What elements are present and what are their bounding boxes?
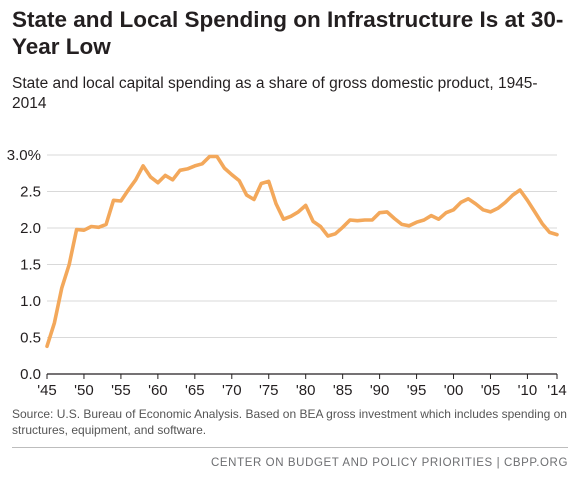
x-tick-label: '50 — [74, 382, 94, 399]
y-tick-label: 1.5 — [20, 257, 41, 274]
x-tick-label: '10 — [518, 382, 538, 399]
y-tick-label: 2.5 — [20, 184, 41, 201]
series-line — [45, 154, 559, 349]
gridlines — [47, 154, 557, 375]
line-chart: 0.0 0.5 1.0 1.5 2.0 2.5 3.0% '45 '50 '55 '60 '65 '7… — [7, 147, 567, 399]
y-tick-label: 1.0 — [20, 293, 41, 310]
x-tick-label: '05 — [481, 382, 501, 399]
x-tick-label: '65 — [185, 382, 205, 399]
source-note: Source: U.S. Bureau of Economic Analysis… — [12, 407, 567, 437]
series-layer — [45, 154, 559, 349]
x-tick-label: '80 — [296, 382, 316, 399]
y-tick-label: 0.0 — [20, 366, 41, 383]
y-tick-label: 3.0% — [7, 147, 41, 164]
x-tick-label: '14 — [547, 382, 567, 399]
footer-divider — [12, 447, 568, 448]
x-tick-label: '90 — [370, 382, 390, 399]
x-tick-label: '85 — [333, 382, 353, 399]
footer-credit: CENTER ON BUDGET AND POLICY PRIORITIES |… — [210, 457, 568, 469]
x-tick-label: '70 — [222, 382, 242, 399]
x-tick-label: '00 — [444, 382, 464, 399]
chart-subtitle: State and local capital spending as a sh… — [12, 75, 538, 112]
x-tick-label: '55 — [111, 382, 131, 399]
y-tick-label: 0.5 — [20, 330, 41, 347]
chart-title: State and Local Spending on Infrastructu… — [12, 7, 564, 59]
x-tick-label: '45 — [37, 382, 57, 399]
x-axis: '45 '50 '55 '60 '65 '70 '75 '80 '85 '90 '95 '00 '05 '… — [37, 374, 567, 399]
x-tick-label: '75 — [259, 382, 279, 399]
y-axis: 0.0 0.5 1.0 1.5 2.0 2.5 3.0% — [7, 147, 41, 383]
y-tick-label: 2.0 — [20, 220, 41, 237]
x-tick-label: '60 — [148, 382, 168, 399]
x-tick-label: '95 — [407, 382, 427, 399]
